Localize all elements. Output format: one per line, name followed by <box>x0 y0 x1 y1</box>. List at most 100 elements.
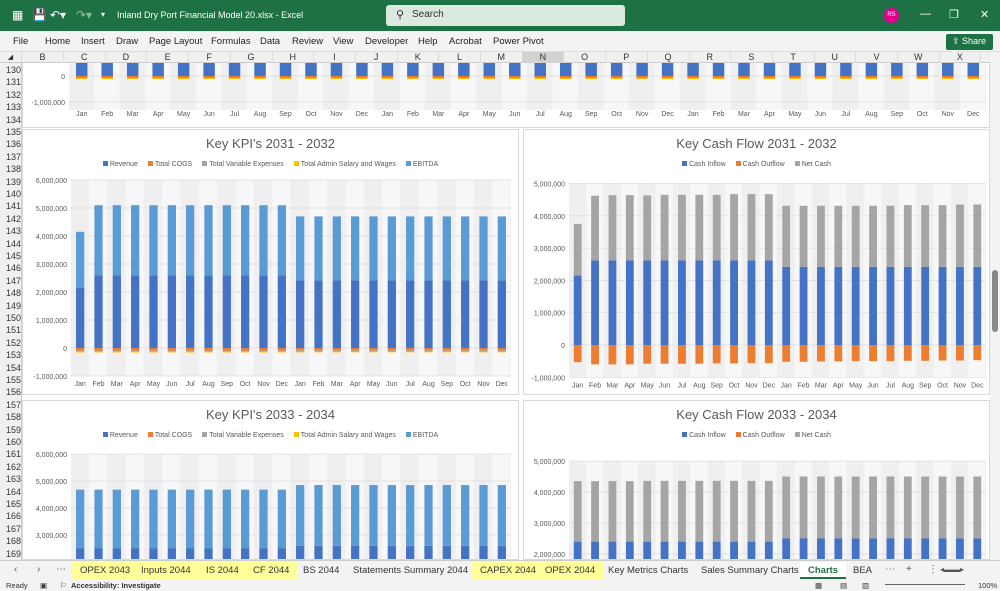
row-header[interactable]: 169 <box>5 548 21 559</box>
bar-cash-inflow[interactable] <box>956 538 964 560</box>
bar-total-cogs[interactable] <box>277 348 286 351</box>
bar-total-cogs[interactable] <box>112 348 121 351</box>
bar-cash-inflow[interactable] <box>625 260 634 345</box>
bar-revenue[interactable] <box>259 275 268 348</box>
bar-series[interactable] <box>942 78 954 80</box>
column-header-X[interactable]: X <box>939 52 982 63</box>
bar-series[interactable] <box>636 78 648 80</box>
bar-cash-outflow[interactable] <box>730 345 738 364</box>
bar-cash-inflow[interactable] <box>591 541 599 559</box>
bar-series[interactable] <box>610 63 623 76</box>
bar-series[interactable] <box>712 63 725 76</box>
column-header-C[interactable]: C <box>64 52 106 63</box>
bar-total-admin-salary-and-wages[interactable] <box>259 351 268 353</box>
bar-cash-inflow[interactable] <box>817 266 825 345</box>
bar-series[interactable] <box>534 63 546 76</box>
bar-revenue[interactable] <box>94 548 103 560</box>
bar-series[interactable] <box>177 78 190 80</box>
bar-net-cash[interactable] <box>851 476 860 539</box>
bar-ebitda[interactable] <box>314 216 323 281</box>
bar-total-variable-expenses[interactable] <box>442 350 451 352</box>
bar-revenue[interactable] <box>406 280 415 348</box>
bar-series[interactable] <box>712 78 725 80</box>
bar-revenue[interactable] <box>479 545 488 559</box>
bar-total-cogs[interactable] <box>259 348 268 351</box>
bar-revenue[interactable] <box>76 548 85 560</box>
bar-cash-inflow[interactable] <box>712 541 721 559</box>
tab-options-icon[interactable]: ⋮ <box>928 564 938 575</box>
bar-revenue[interactable] <box>277 275 286 348</box>
bar-ebitda[interactable] <box>277 205 286 276</box>
bar-cash-inflow[interactable] <box>834 266 843 345</box>
row-header[interactable]: 134 <box>5 114 21 125</box>
bar-ebitda[interactable] <box>149 489 158 549</box>
bar-series[interactable] <box>203 63 215 76</box>
page-break-view-icon[interactable]: ▥ <box>862 581 870 590</box>
bar-cash-outflow[interactable] <box>956 345 964 361</box>
redo-icon[interactable]: ↷▾ <box>76 8 93 22</box>
bar-total-admin-salary-and-wages[interactable] <box>369 351 378 353</box>
bar-series[interactable] <box>840 63 852 76</box>
column-header-R[interactable]: R <box>689 52 732 63</box>
bar-ebitda[interactable] <box>332 485 341 546</box>
row-header[interactable]: 133 <box>5 102 21 113</box>
row-header[interactable]: 143 <box>5 226 21 237</box>
bar-ebitda[interactable] <box>461 216 470 281</box>
bar-series[interactable] <box>509 76 521 79</box>
bar-cash-inflow[interactable] <box>869 266 877 345</box>
bar-ebitda[interactable] <box>442 216 451 281</box>
bar-total-cogs[interactable] <box>296 348 305 351</box>
bar-series[interactable] <box>254 78 266 80</box>
bar-series[interactable] <box>432 63 445 76</box>
bar-total-variable-expenses[interactable] <box>479 350 488 352</box>
bar-net-cash[interactable] <box>695 480 704 542</box>
bar-net-cash[interactable] <box>643 480 652 542</box>
bar-net-cash[interactable] <box>921 476 930 539</box>
bar-cash-outflow[interactable] <box>938 345 947 361</box>
bar-cash-inflow[interactable] <box>851 266 860 345</box>
bar-net-cash[interactable] <box>695 194 704 261</box>
bar-series[interactable] <box>840 78 852 80</box>
bar-ebitda[interactable] <box>406 216 415 281</box>
bar-ebitda[interactable] <box>94 205 103 276</box>
bar-net-cash[interactable] <box>834 205 843 267</box>
bar-net-cash[interactable] <box>921 205 930 267</box>
bar-revenue[interactable] <box>296 545 305 559</box>
sheet-tab-bs-2044[interactable]: BS 2044 <box>303 565 340 576</box>
bar-series[interactable] <box>305 78 317 80</box>
sheet-tab-sales-summary-charts[interactable]: Sales Summary Charts <box>701 565 799 576</box>
bar-cash-inflow[interactable] <box>956 266 964 345</box>
bar-cash-outflow[interactable] <box>903 345 912 361</box>
column-header-O[interactable]: O <box>564 52 607 63</box>
bar-ebitda[interactable] <box>167 205 176 276</box>
bar-cash-inflow[interactable] <box>782 538 791 560</box>
bar-net-cash[interactable] <box>782 476 791 539</box>
bar-total-admin-salary-and-wages[interactable] <box>296 351 305 353</box>
bar-revenue[interactable] <box>167 548 176 560</box>
bar-cash-inflow[interactable] <box>764 541 773 559</box>
row-header[interactable]: 167 <box>5 523 21 534</box>
bar-series[interactable] <box>254 63 266 76</box>
bar-total-variable-expenses[interactable] <box>186 350 195 352</box>
bar-series[interactable] <box>76 63 88 76</box>
column-header-G[interactable]: G <box>231 52 273 63</box>
bar-series[interactable] <box>789 76 801 79</box>
bar-net-cash[interactable] <box>799 476 808 539</box>
bar-ebitda[interactable] <box>442 485 451 546</box>
row-header[interactable]: 136 <box>5 139 21 150</box>
bar-series[interactable] <box>483 63 496 76</box>
bar-series[interactable] <box>712 76 725 79</box>
bar-series[interactable] <box>763 78 776 80</box>
bar-series[interactable] <box>101 63 113 76</box>
bar-ebitda[interactable] <box>497 485 506 546</box>
bar-series[interactable] <box>789 63 801 76</box>
bar-total-variable-expenses[interactable] <box>241 350 250 352</box>
bar-net-cash[interactable] <box>730 194 738 261</box>
sheet-tab-is-2044[interactable]: IS 2044 <box>198 562 247 579</box>
bar-series[interactable] <box>559 76 572 79</box>
bar-cash-inflow[interactable] <box>869 538 877 560</box>
bar-ebitda[interactable] <box>296 485 305 546</box>
bar-series[interactable] <box>661 76 674 79</box>
bar-revenue[interactable] <box>149 275 158 348</box>
bar-cash-inflow[interactable] <box>730 260 738 345</box>
